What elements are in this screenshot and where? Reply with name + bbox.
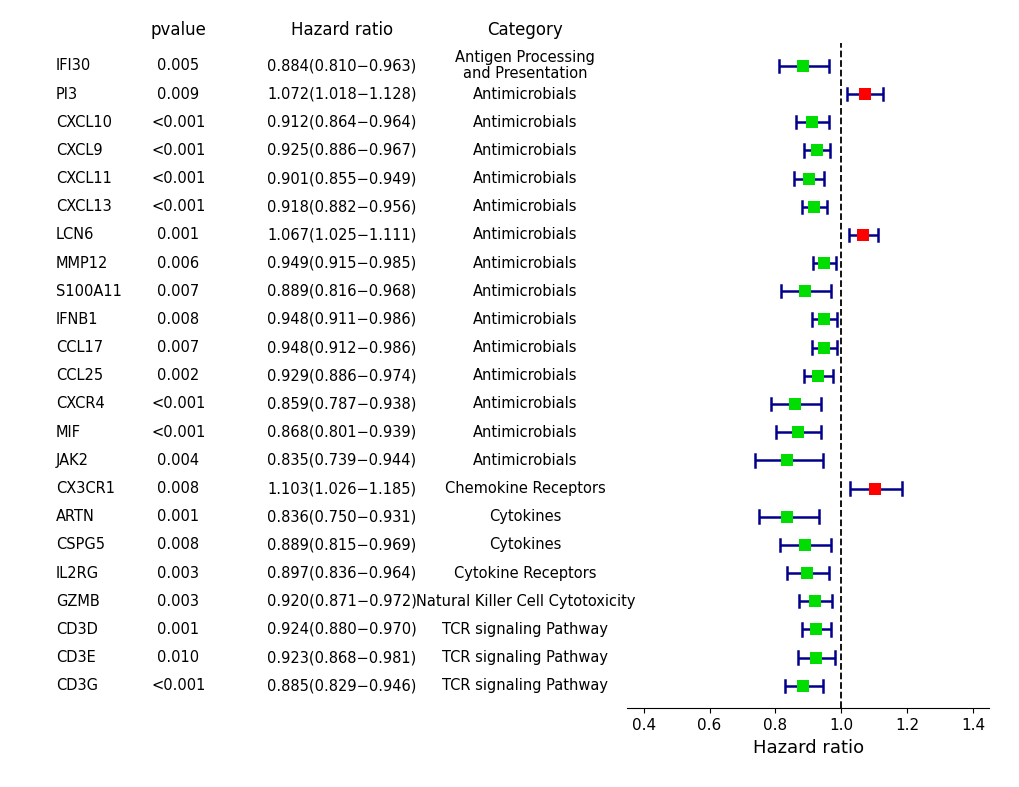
Text: 0.918(0.882−0.956): 0.918(0.882−0.956) [267,199,416,214]
Text: 0.897(0.836−0.964): 0.897(0.836−0.964) [267,566,416,581]
Text: CX3CR1: CX3CR1 [56,481,115,496]
Text: TCR signaling Pathway: TCR signaling Pathway [442,650,607,665]
Text: Antimicrobials: Antimicrobials [473,199,577,214]
Text: 0.010: 0.010 [157,650,200,665]
Text: 0.884(0.810−0.963): 0.884(0.810−0.963) [267,58,416,73]
Text: Antimicrobials: Antimicrobials [473,340,577,355]
Text: and Presentation: and Presentation [463,66,587,81]
Text: 0.002: 0.002 [157,368,200,383]
Text: CD3G: CD3G [56,678,98,693]
Text: CXCR4: CXCR4 [56,397,105,412]
Text: CXCL9: CXCL9 [56,143,103,158]
Text: Antimicrobials: Antimicrobials [473,227,577,242]
Text: Antimicrobials: Antimicrobials [473,425,577,440]
Text: Antimicrobials: Antimicrobials [473,368,577,383]
Text: Antimicrobials: Antimicrobials [473,284,577,299]
Text: 0.004: 0.004 [157,453,200,467]
Text: Category: Category [487,21,562,39]
Text: TCR signaling Pathway: TCR signaling Pathway [442,622,607,637]
Text: CCL17: CCL17 [56,340,103,355]
Text: Natural Killer Cell Cytotoxicity: Natural Killer Cell Cytotoxicity [415,593,635,608]
Text: CXCL11: CXCL11 [56,171,112,186]
Text: CXCL13: CXCL13 [56,199,112,214]
Text: 1.067(1.025−1.111): 1.067(1.025−1.111) [267,227,416,242]
Text: 0.889(0.815−0.969): 0.889(0.815−0.969) [267,538,416,552]
Text: 0.009: 0.009 [157,87,200,102]
Text: CD3D: CD3D [56,622,98,637]
Text: Cytokines: Cytokines [489,538,560,552]
Text: PI3: PI3 [56,87,78,102]
Text: 0.005: 0.005 [157,58,200,73]
Text: MMP12: MMP12 [56,256,108,271]
Text: pvalue: pvalue [151,21,206,39]
Text: 0.925(0.886−0.967): 0.925(0.886−0.967) [267,143,416,158]
Text: 0.001: 0.001 [157,509,200,524]
Text: 0.835(0.739−0.944): 0.835(0.739−0.944) [267,453,416,467]
Text: 0.920(0.871−0.972): 0.920(0.871−0.972) [267,593,416,608]
Text: Antimicrobials: Antimicrobials [473,453,577,467]
Text: JAK2: JAK2 [56,453,89,467]
Text: 0.003: 0.003 [157,593,200,608]
Text: 0.948(0.912−0.986): 0.948(0.912−0.986) [267,340,416,355]
Text: Antimicrobials: Antimicrobials [473,397,577,412]
Text: 0.008: 0.008 [157,312,200,327]
Text: Antimicrobials: Antimicrobials [473,256,577,271]
Text: 0.889(0.816−0.968): 0.889(0.816−0.968) [267,284,416,299]
Text: 0.949(0.915−0.985): 0.949(0.915−0.985) [267,256,416,271]
Text: 0.885(0.829−0.946): 0.885(0.829−0.946) [267,678,416,693]
Text: 0.901(0.855−0.949): 0.901(0.855−0.949) [267,171,416,186]
Text: Antimicrobials: Antimicrobials [473,312,577,327]
Text: 0.008: 0.008 [157,481,200,496]
Text: 1.072(1.018−1.128): 1.072(1.018−1.128) [267,87,416,102]
Text: CD3E: CD3E [56,650,96,665]
Text: <0.001: <0.001 [151,678,206,693]
Text: 1.103(1.026−1.185): 1.103(1.026−1.185) [267,481,416,496]
Text: <0.001: <0.001 [151,397,206,412]
Text: S100A11: S100A11 [56,284,122,299]
Text: LCN6: LCN6 [56,227,95,242]
Text: CCL25: CCL25 [56,368,103,383]
Text: Hazard ratio: Hazard ratio [290,21,392,39]
Text: 0.003: 0.003 [157,566,200,581]
Text: 0.008: 0.008 [157,538,200,552]
Text: 0.007: 0.007 [157,284,200,299]
Text: Antigen Processing: Antigen Processing [454,50,595,65]
Text: <0.001: <0.001 [151,143,206,158]
Text: CSPG5: CSPG5 [56,538,105,552]
Text: MIF: MIF [56,425,82,440]
Text: 0.868(0.801−0.939): 0.868(0.801−0.939) [267,425,416,440]
Text: Cytokine Receptors: Cytokine Receptors [453,566,596,581]
Text: IL2RG: IL2RG [56,566,99,581]
Text: GZMB: GZMB [56,593,100,608]
X-axis label: Hazard ratio: Hazard ratio [752,738,863,756]
Text: Cytokines: Cytokines [489,509,560,524]
Text: Chemokine Receptors: Chemokine Receptors [444,481,605,496]
Text: 0.948(0.911−0.986): 0.948(0.911−0.986) [267,312,416,327]
Text: Antimicrobials: Antimicrobials [473,87,577,102]
Text: Antimicrobials: Antimicrobials [473,115,577,130]
Text: Antimicrobials: Antimicrobials [473,171,577,186]
Text: Antimicrobials: Antimicrobials [473,143,577,158]
Text: 0.007: 0.007 [157,340,200,355]
Text: 0.836(0.750−0.931): 0.836(0.750−0.931) [267,509,416,524]
Text: 0.924(0.880−0.970): 0.924(0.880−0.970) [267,622,416,637]
Text: 0.859(0.787−0.938): 0.859(0.787−0.938) [267,397,416,412]
Text: 0.923(0.868−0.981): 0.923(0.868−0.981) [267,650,416,665]
Text: ARTN: ARTN [56,509,95,524]
Text: 0.006: 0.006 [157,256,200,271]
Text: 0.929(0.886−0.974): 0.929(0.886−0.974) [267,368,416,383]
Text: 0.912(0.864−0.964): 0.912(0.864−0.964) [267,115,416,130]
Text: <0.001: <0.001 [151,171,206,186]
Text: <0.001: <0.001 [151,425,206,440]
Text: IFNB1: IFNB1 [56,312,99,327]
Text: 0.001: 0.001 [157,227,200,242]
Text: TCR signaling Pathway: TCR signaling Pathway [442,678,607,693]
Text: <0.001: <0.001 [151,199,206,214]
Text: IFI30: IFI30 [56,58,92,73]
Text: <0.001: <0.001 [151,115,206,130]
Text: CXCL10: CXCL10 [56,115,112,130]
Text: 0.001: 0.001 [157,622,200,637]
